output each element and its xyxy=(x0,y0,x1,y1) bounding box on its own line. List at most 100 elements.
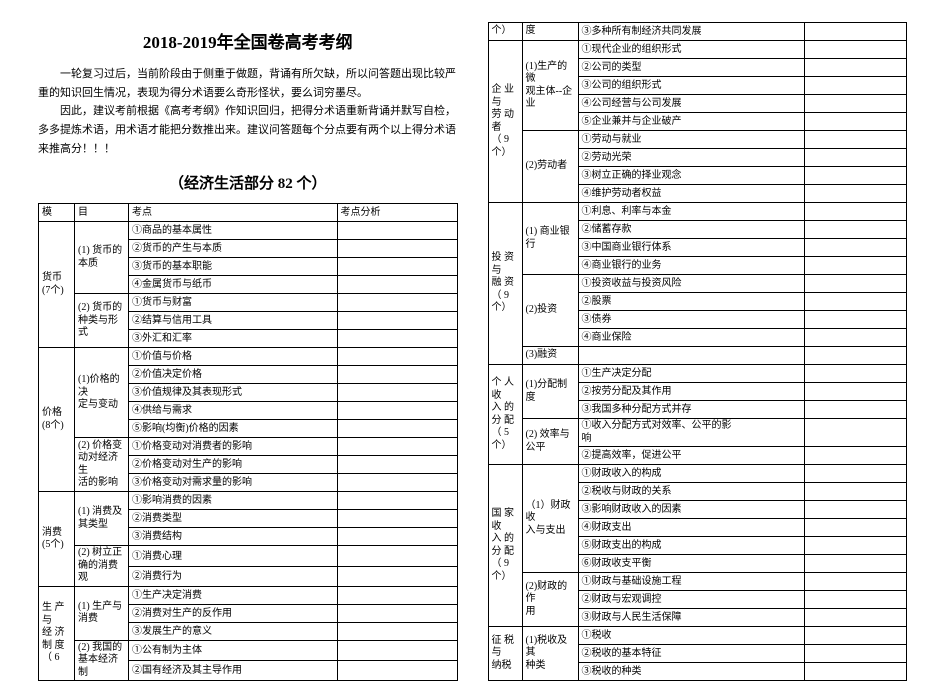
table-cell xyxy=(805,663,907,681)
table-cell: ②按劳分配及其作用 xyxy=(578,383,805,401)
table-cell: (2)劳动者 xyxy=(522,131,578,203)
table-cell: 生 产与经 济制 度（ 6 xyxy=(39,586,75,681)
table-cell: ③我国多种分配方式并存 xyxy=(578,401,805,419)
table-cell: ③中国商业银行体系 xyxy=(578,239,805,257)
table-row: (2)投资①投资收益与投资风险 xyxy=(488,275,907,293)
table-cell: ②税收与财政的关系 xyxy=(578,483,805,501)
table-row: (3)融资 xyxy=(488,347,907,365)
table-cell: ①公有制为主体 xyxy=(129,640,338,660)
table-row: (2) 效率与公平①收入分配方式对效率、公平的影响 xyxy=(488,419,907,447)
table-cell: ③外汇和汇率 xyxy=(129,330,338,348)
table-header-row: 模目考点考点分析 xyxy=(39,204,458,222)
table-cell: (1) 货币的本质 xyxy=(75,222,129,294)
table-cell: ①投资收益与投资风险 xyxy=(578,275,805,293)
table-cell: 个） xyxy=(488,23,522,41)
table-cell: ⑥财政收支平衡 xyxy=(578,555,805,573)
table-cell xyxy=(578,347,805,365)
table-row: 生 产与经 济制 度（ 6(1) 生产与消费①生产决定消费 xyxy=(39,586,458,604)
table-cell: (1)分配制度 xyxy=(522,365,578,419)
table-cell xyxy=(805,627,907,645)
table-cell: (1) 消费及其类型 xyxy=(75,492,129,546)
table-cell: ①现代企业的组织形式 xyxy=(578,41,805,59)
table-cell: ④金属货币与纸币 xyxy=(129,276,338,294)
table-cell xyxy=(805,609,907,627)
table-cell: 货币(7个) xyxy=(39,222,75,348)
table-cell xyxy=(337,258,457,276)
table-cell xyxy=(337,546,457,566)
table-cell xyxy=(805,483,907,501)
table-cell xyxy=(337,402,457,420)
table-cell xyxy=(805,203,907,221)
intro-p2: 因此，建议考前根据《高考考纲》作知识回归，把得分术语重新背诵并默写自检，多多提炼… xyxy=(38,102,458,158)
table-cell: ②价格变动对生产的影响 xyxy=(129,456,338,474)
table-cell: （1）财政收入与支出 xyxy=(522,465,578,573)
table-row: 个）度③多种所有制经济共同发展 xyxy=(488,23,907,41)
right-table: 个）度③多种所有制经济共同发展企 业与劳 动者（ 9个）(1)生产的微观主体--… xyxy=(488,22,908,681)
table-cell xyxy=(337,276,457,294)
table-row: 投 资与融 资（ 9个）(1) 商业银行①利息、利率与本金 xyxy=(488,203,907,221)
table-cell: ③消费结构 xyxy=(129,528,338,546)
table-cell: ①利息、利率与本金 xyxy=(578,203,805,221)
table-cell: ②股票 xyxy=(578,293,805,311)
table-cell xyxy=(805,59,907,77)
table-cell xyxy=(805,591,907,609)
table-cell: ②公司的类型 xyxy=(578,59,805,77)
table-cell xyxy=(805,347,907,365)
table-cell: ④商业保险 xyxy=(578,329,805,347)
table-cell: (2) 我国的基本经济制 xyxy=(75,640,129,681)
table-row: (2)劳动者①劳动与就业 xyxy=(488,131,907,149)
table-cell: (1)税收及其种类 xyxy=(522,627,578,681)
table-cell xyxy=(337,438,457,456)
table-cell: ⑤企业兼并与企业破产 xyxy=(578,113,805,131)
table-cell: (2) 价格变动对经济生活的影响 xyxy=(75,438,129,492)
table-cell xyxy=(337,640,457,660)
table-cell xyxy=(805,293,907,311)
table-cell: ③货币的基本职能 xyxy=(129,258,338,276)
table-cell: ①财政收入的构成 xyxy=(578,465,805,483)
table-cell: 考点分析 xyxy=(337,204,457,222)
table-cell xyxy=(805,501,907,519)
table-cell xyxy=(805,447,907,465)
table-cell xyxy=(805,41,907,59)
table-cell: ②税收的基本特征 xyxy=(578,645,805,663)
table-cell xyxy=(805,23,907,41)
table-cell xyxy=(805,77,907,95)
table-cell xyxy=(805,275,907,293)
table-cell: (1)生产的微观主体--企业 xyxy=(522,41,578,131)
table-row: (2) 货币的种类与形式①货币与财富 xyxy=(39,294,458,312)
table-cell xyxy=(805,365,907,383)
table-row: (2)财政的作用①财政与基础设施工程 xyxy=(488,573,907,591)
table-row: 价格(8个)(1)价格的决定与变动①价值与价格 xyxy=(39,348,458,366)
table-row: 个 人收入 的分 配（ 5个）(1)分配制度①生产决定分配 xyxy=(488,365,907,383)
table-cell: 国 家收入 的分 配（ 9个） xyxy=(488,465,522,627)
table-cell: ①影响消费的因素 xyxy=(129,492,338,510)
table-cell xyxy=(805,645,907,663)
table-cell xyxy=(805,239,907,257)
table-cell: (2) 货币的种类与形式 xyxy=(75,294,129,348)
table-cell xyxy=(805,95,907,113)
table-cell: ①价值与价格 xyxy=(129,348,338,366)
table-cell: 考点 xyxy=(129,204,338,222)
table-row: 国 家收入 的分 配（ 9个）（1）财政收入与支出①财政收入的构成 xyxy=(488,465,907,483)
section-subtitle: （经济生活部分 82 个） xyxy=(38,172,458,193)
table-cell xyxy=(805,465,907,483)
table-cell: ③影响财政收入的因素 xyxy=(578,501,805,519)
table-cell: ④商业银行的业务 xyxy=(578,257,805,275)
table-cell: ②消费类型 xyxy=(129,510,338,528)
table-cell xyxy=(337,622,457,640)
table-cell: ②结算与信用工具 xyxy=(129,312,338,330)
table-row: (2) 价格变动对经济生活的影响①价格变动对消费者的影响 xyxy=(39,438,458,456)
table-row: (2) 树立正确的消费观①消费心理 xyxy=(39,546,458,566)
table-cell: ①价格变动对消费者的影响 xyxy=(129,438,338,456)
table-cell: ②消费行为 xyxy=(129,566,338,586)
table-cell: ③公司的组织形式 xyxy=(578,77,805,95)
table-cell xyxy=(805,419,907,447)
table-cell xyxy=(337,586,457,604)
table-cell: (2) 树立正确的消费观 xyxy=(75,546,129,587)
table-cell xyxy=(337,661,457,681)
table-cell: ①劳动与就业 xyxy=(578,131,805,149)
intro-block: 一轮复习过后，当前阶段由于侧重于做题，背诵有所欠缺，所以问答题出现比较严重的知识… xyxy=(38,65,458,158)
table-row: (2) 我国的基本经济制①公有制为主体 xyxy=(39,640,458,660)
table-cell xyxy=(805,221,907,239)
table-cell xyxy=(337,312,457,330)
